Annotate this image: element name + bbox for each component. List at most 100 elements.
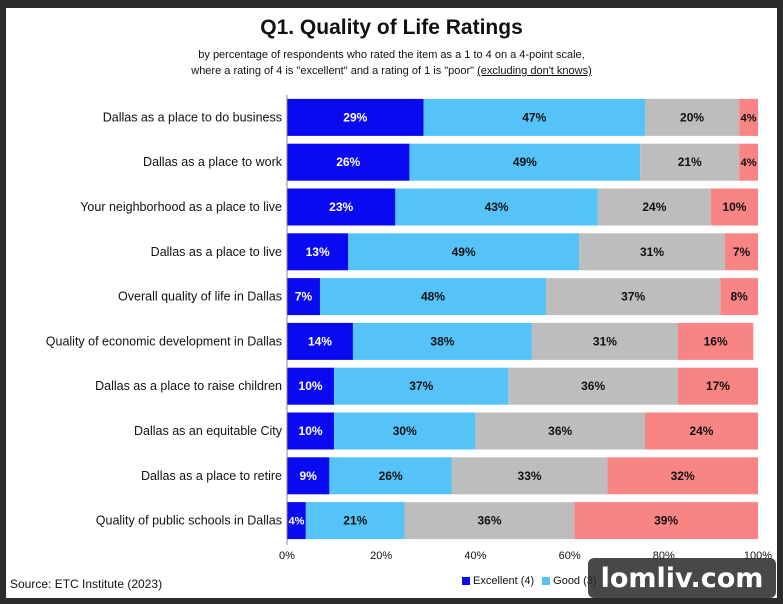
data-label: 10% — [299, 379, 323, 393]
data-label: 8% — [730, 290, 748, 304]
bar-segment — [677, 322, 754, 360]
data-label: 14% — [308, 334, 332, 348]
legend: Excellent (4) Good (3) — [462, 575, 597, 587]
bar-segment — [423, 98, 645, 136]
bar-segment — [287, 457, 330, 495]
data-label: 31% — [640, 245, 664, 259]
bar-segment — [546, 278, 721, 316]
bar-segment — [287, 233, 349, 271]
data-label: 23% — [329, 200, 353, 214]
data-label: 20% — [680, 110, 704, 124]
bar-segment — [640, 143, 740, 181]
data-label: 7% — [295, 290, 313, 304]
category-label: Dallas as a place to raise children — [95, 379, 282, 393]
bar-segment — [287, 367, 335, 405]
x-tick-label: 0% — [279, 550, 295, 562]
bar-segment — [597, 188, 711, 226]
bar-segment — [395, 188, 598, 226]
legend-item-excellent: Excellent (4) — [462, 575, 534, 587]
data-label: 26% — [379, 469, 403, 483]
bar-segment — [287, 143, 410, 181]
data-label: 4% — [741, 112, 757, 124]
bar-segment — [644, 412, 758, 450]
bar-segment — [644, 98, 740, 136]
data-label: 36% — [478, 514, 502, 528]
chart-frame: Q1. Quality of Life Ratings by percentag… — [6, 8, 777, 598]
bar-segment — [287, 412, 335, 450]
bar-segment — [319, 278, 547, 316]
data-label: 47% — [522, 110, 546, 124]
chart-subtitle-line-1: by percentage of respondents who rated t… — [198, 49, 585, 61]
bar-segment — [334, 412, 476, 450]
category-label: Dallas as a place to live — [151, 245, 282, 259]
data-label: 4% — [288, 516, 304, 528]
category-label: Dallas as a place to retire — [141, 469, 282, 483]
subtitle-underlined-text: (excluding don't knows) — [477, 65, 592, 77]
data-label: 4% — [741, 157, 757, 169]
bar-segment — [287, 188, 396, 226]
data-label: 48% — [421, 290, 445, 304]
bar-segment — [739, 143, 758, 181]
data-label: 16% — [704, 334, 728, 348]
data-label: 31% — [593, 334, 617, 348]
bar-segment — [334, 367, 509, 405]
bar-segment — [720, 278, 758, 316]
data-label: 32% — [671, 469, 695, 483]
legend-label-good: Good (3) — [553, 575, 597, 587]
data-label: 21% — [343, 514, 367, 528]
bar-segment — [287, 322, 353, 360]
data-label: 26% — [336, 155, 360, 169]
data-label: 9% — [300, 469, 318, 483]
data-label: 38% — [430, 334, 454, 348]
data-label: 49% — [513, 155, 537, 169]
x-tick-label: 20% — [370, 550, 392, 562]
bar-segment — [404, 502, 575, 540]
x-tick-label: 60% — [559, 550, 581, 562]
category-label: Dallas as a place to do business — [103, 110, 282, 124]
data-label: 30% — [393, 424, 417, 438]
legend-swatch-good — [542, 577, 551, 585]
data-label: 24% — [689, 424, 713, 438]
bar-segment — [508, 367, 678, 405]
data-label: 36% — [548, 424, 572, 438]
bar-segment — [451, 457, 608, 495]
bar-segment — [475, 412, 645, 450]
watermark-badge: lomliv.com — [588, 558, 776, 598]
category-label: Dallas as a place to work — [143, 155, 283, 169]
data-label: 49% — [452, 245, 476, 259]
data-label: 13% — [306, 245, 330, 259]
bar-segment — [329, 457, 452, 495]
data-label: 37% — [409, 379, 433, 393]
data-label: 10% — [722, 200, 746, 214]
bar-segment — [579, 233, 726, 271]
source-note: Source: ETC Institute (2023) — [10, 577, 163, 591]
bar-segment — [677, 367, 758, 405]
bar-segment — [348, 233, 580, 271]
bar-segment — [287, 502, 306, 540]
chart-subtitle-line-2: where a rating of 4 is "excellent" and a… — [6, 65, 777, 77]
bar-segment — [287, 98, 424, 136]
bar-segment — [531, 322, 678, 360]
chart-title: Q1. Quality of Life Ratings — [260, 16, 523, 39]
data-label: 43% — [485, 200, 509, 214]
bar-segment — [409, 143, 641, 181]
stacked-bar-chart: Dallas as a place to do business 29% 47% 20… — [46, 95, 772, 562]
data-label: 39% — [654, 514, 678, 528]
category-label: Dallas as an equitable City — [134, 424, 283, 438]
category-label: Quality of public schools in Dallas — [96, 514, 282, 528]
bar-segment — [725, 233, 758, 271]
data-label: 17% — [706, 379, 730, 393]
legend-swatch-excellent — [462, 577, 470, 585]
category-label: Quality of economic development in Dalla… — [46, 334, 282, 348]
bar-segment — [287, 278, 320, 316]
legend-label-excellent: Excellent (4) — [473, 575, 535, 587]
data-label: 29% — [343, 110, 367, 124]
data-label: 37% — [621, 290, 645, 304]
bar-segment — [607, 457, 758, 495]
bar-segment — [305, 502, 405, 540]
data-label: 33% — [518, 469, 542, 483]
data-label: 10% — [299, 424, 323, 438]
data-label: 24% — [642, 200, 666, 214]
category-label: Your neighborhood as a place to live — [80, 200, 282, 214]
subtitle-line-2-text: where a rating of 4 is "excellent" and a… — [191, 65, 478, 77]
